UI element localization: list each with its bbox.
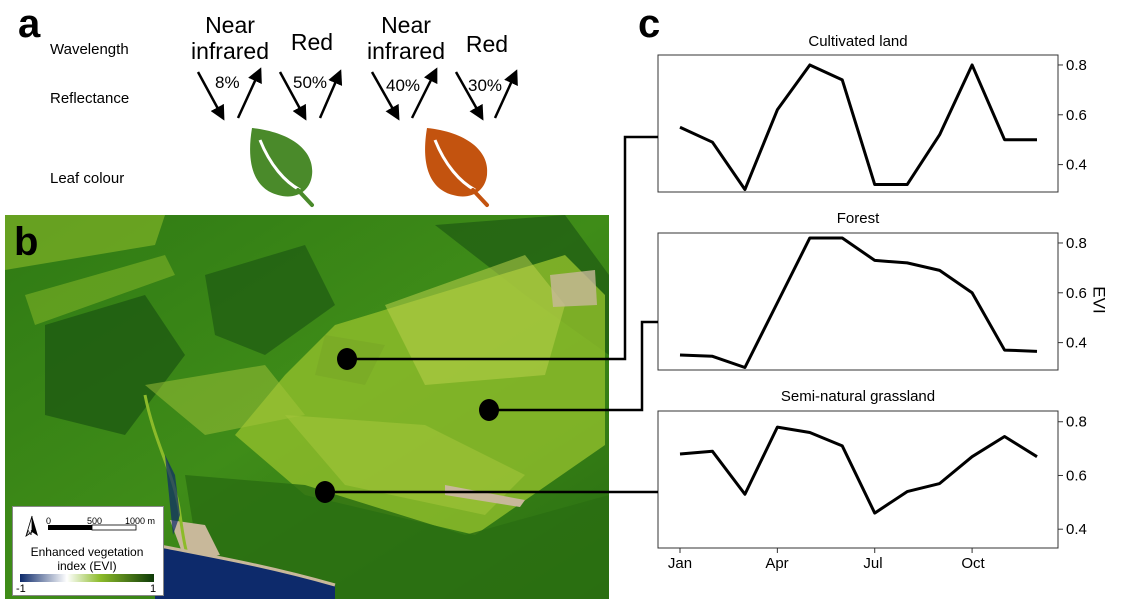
chart-title-forest: Forest [836, 210, 880, 227]
y-tick-label-grassland: 0.8 [1066, 414, 1087, 431]
y-tick-label-cultivated: 0.8 [1066, 57, 1087, 74]
legend-max: 1 [150, 583, 157, 595]
map-legend-graphics [20, 515, 154, 582]
panel-a-graphics [196, 67, 518, 207]
north-arrow-icon [25, 515, 38, 537]
x-tick-jan: Jan [667, 555, 693, 572]
y-tick-label-forest: 0.6 [1066, 285, 1087, 302]
wavelength-label: Wavelength [50, 41, 129, 58]
y-tick-label-grassland: 0.6 [1066, 467, 1087, 484]
evi-line-grassland [679, 425, 1038, 515]
leaf1-nir-pct: 8% [215, 73, 240, 92]
y-tick-label-forest: 0.8 [1066, 235, 1087, 252]
leader-line-cultivated [347, 135, 658, 361]
leaf1-red-label: Red [290, 29, 334, 55]
panel-c-letter: c [638, 2, 661, 46]
y-tick-label-grassland: 0.4 [1066, 521, 1087, 538]
leaf2-red-label: Red [465, 31, 509, 57]
leaf1-nir-incoming-arrow [196, 71, 225, 121]
leaf2-nir-incoming-arrow [370, 71, 400, 121]
leaf2-red-incoming-arrow [454, 71, 484, 121]
chart-title-cultivated: Cultivated land [808, 33, 908, 50]
leaf1-nir-reflected-arrow [236, 67, 262, 119]
x-tick-apr: Apr [765, 555, 789, 572]
y-tick-label-cultivated: 0.6 [1066, 107, 1087, 124]
leader-line-forest [489, 320, 658, 412]
leaf-colour-label: Leaf colour [50, 170, 125, 187]
x-tick-jul: Jul [863, 555, 883, 572]
scale-bar [48, 524, 137, 531]
orange-leaf-icon [425, 128, 489, 207]
legend-title: Enhanced vegetation index (EVI) [30, 545, 144, 573]
scale-mid: 500 [87, 516, 103, 526]
y-tick-label-cultivated: 0.4 [1066, 157, 1087, 174]
green-leaf-icon [250, 128, 314, 207]
leaf2-red-pct: 30% [468, 76, 503, 95]
evi-line-forest [679, 236, 1038, 370]
legend-min: -1 [16, 583, 26, 595]
leaf2-nir-pct: 40% [386, 76, 421, 95]
leaf1-red-reflected-arrow [318, 69, 343, 119]
scale-end: 1000 m [125, 516, 156, 526]
chart-frame-grassland [657, 410, 1059, 549]
y-axis-label: EVI [1089, 286, 1109, 314]
panel-a-letter: a [18, 2, 41, 46]
chart-title-grassland: Semi-natural grassland [780, 388, 936, 405]
y-tick-label-forest: 0.4 [1066, 335, 1087, 352]
reflectance-label: Reflectance [50, 90, 130, 107]
leaf1-red-pct: 50% [293, 73, 328, 92]
leaf2-nir-reflected-arrow [410, 67, 438, 119]
sample-point-grassland [315, 481, 335, 503]
x-tick-oct: Oct [961, 555, 985, 572]
north-label: N [27, 530, 33, 537]
leaf1-red-incoming-arrow [278, 71, 307, 121]
panel-b-letter: b [14, 220, 39, 264]
scale-start: 0 [46, 516, 52, 526]
chart-frame-cultivated [657, 54, 1059, 193]
leaf1-nir-label: Near infrared [191, 12, 269, 64]
evi-line-cultivated [679, 63, 1037, 192]
evi-colorbar [20, 574, 154, 582]
leaf2-red-reflected-arrow [493, 69, 518, 119]
leaf2-nir-label: Near infrared [367, 12, 445, 64]
chart-frame-forest [657, 232, 1059, 371]
sample-point-cultivated [337, 348, 357, 370]
sample-point-forest [479, 399, 499, 421]
